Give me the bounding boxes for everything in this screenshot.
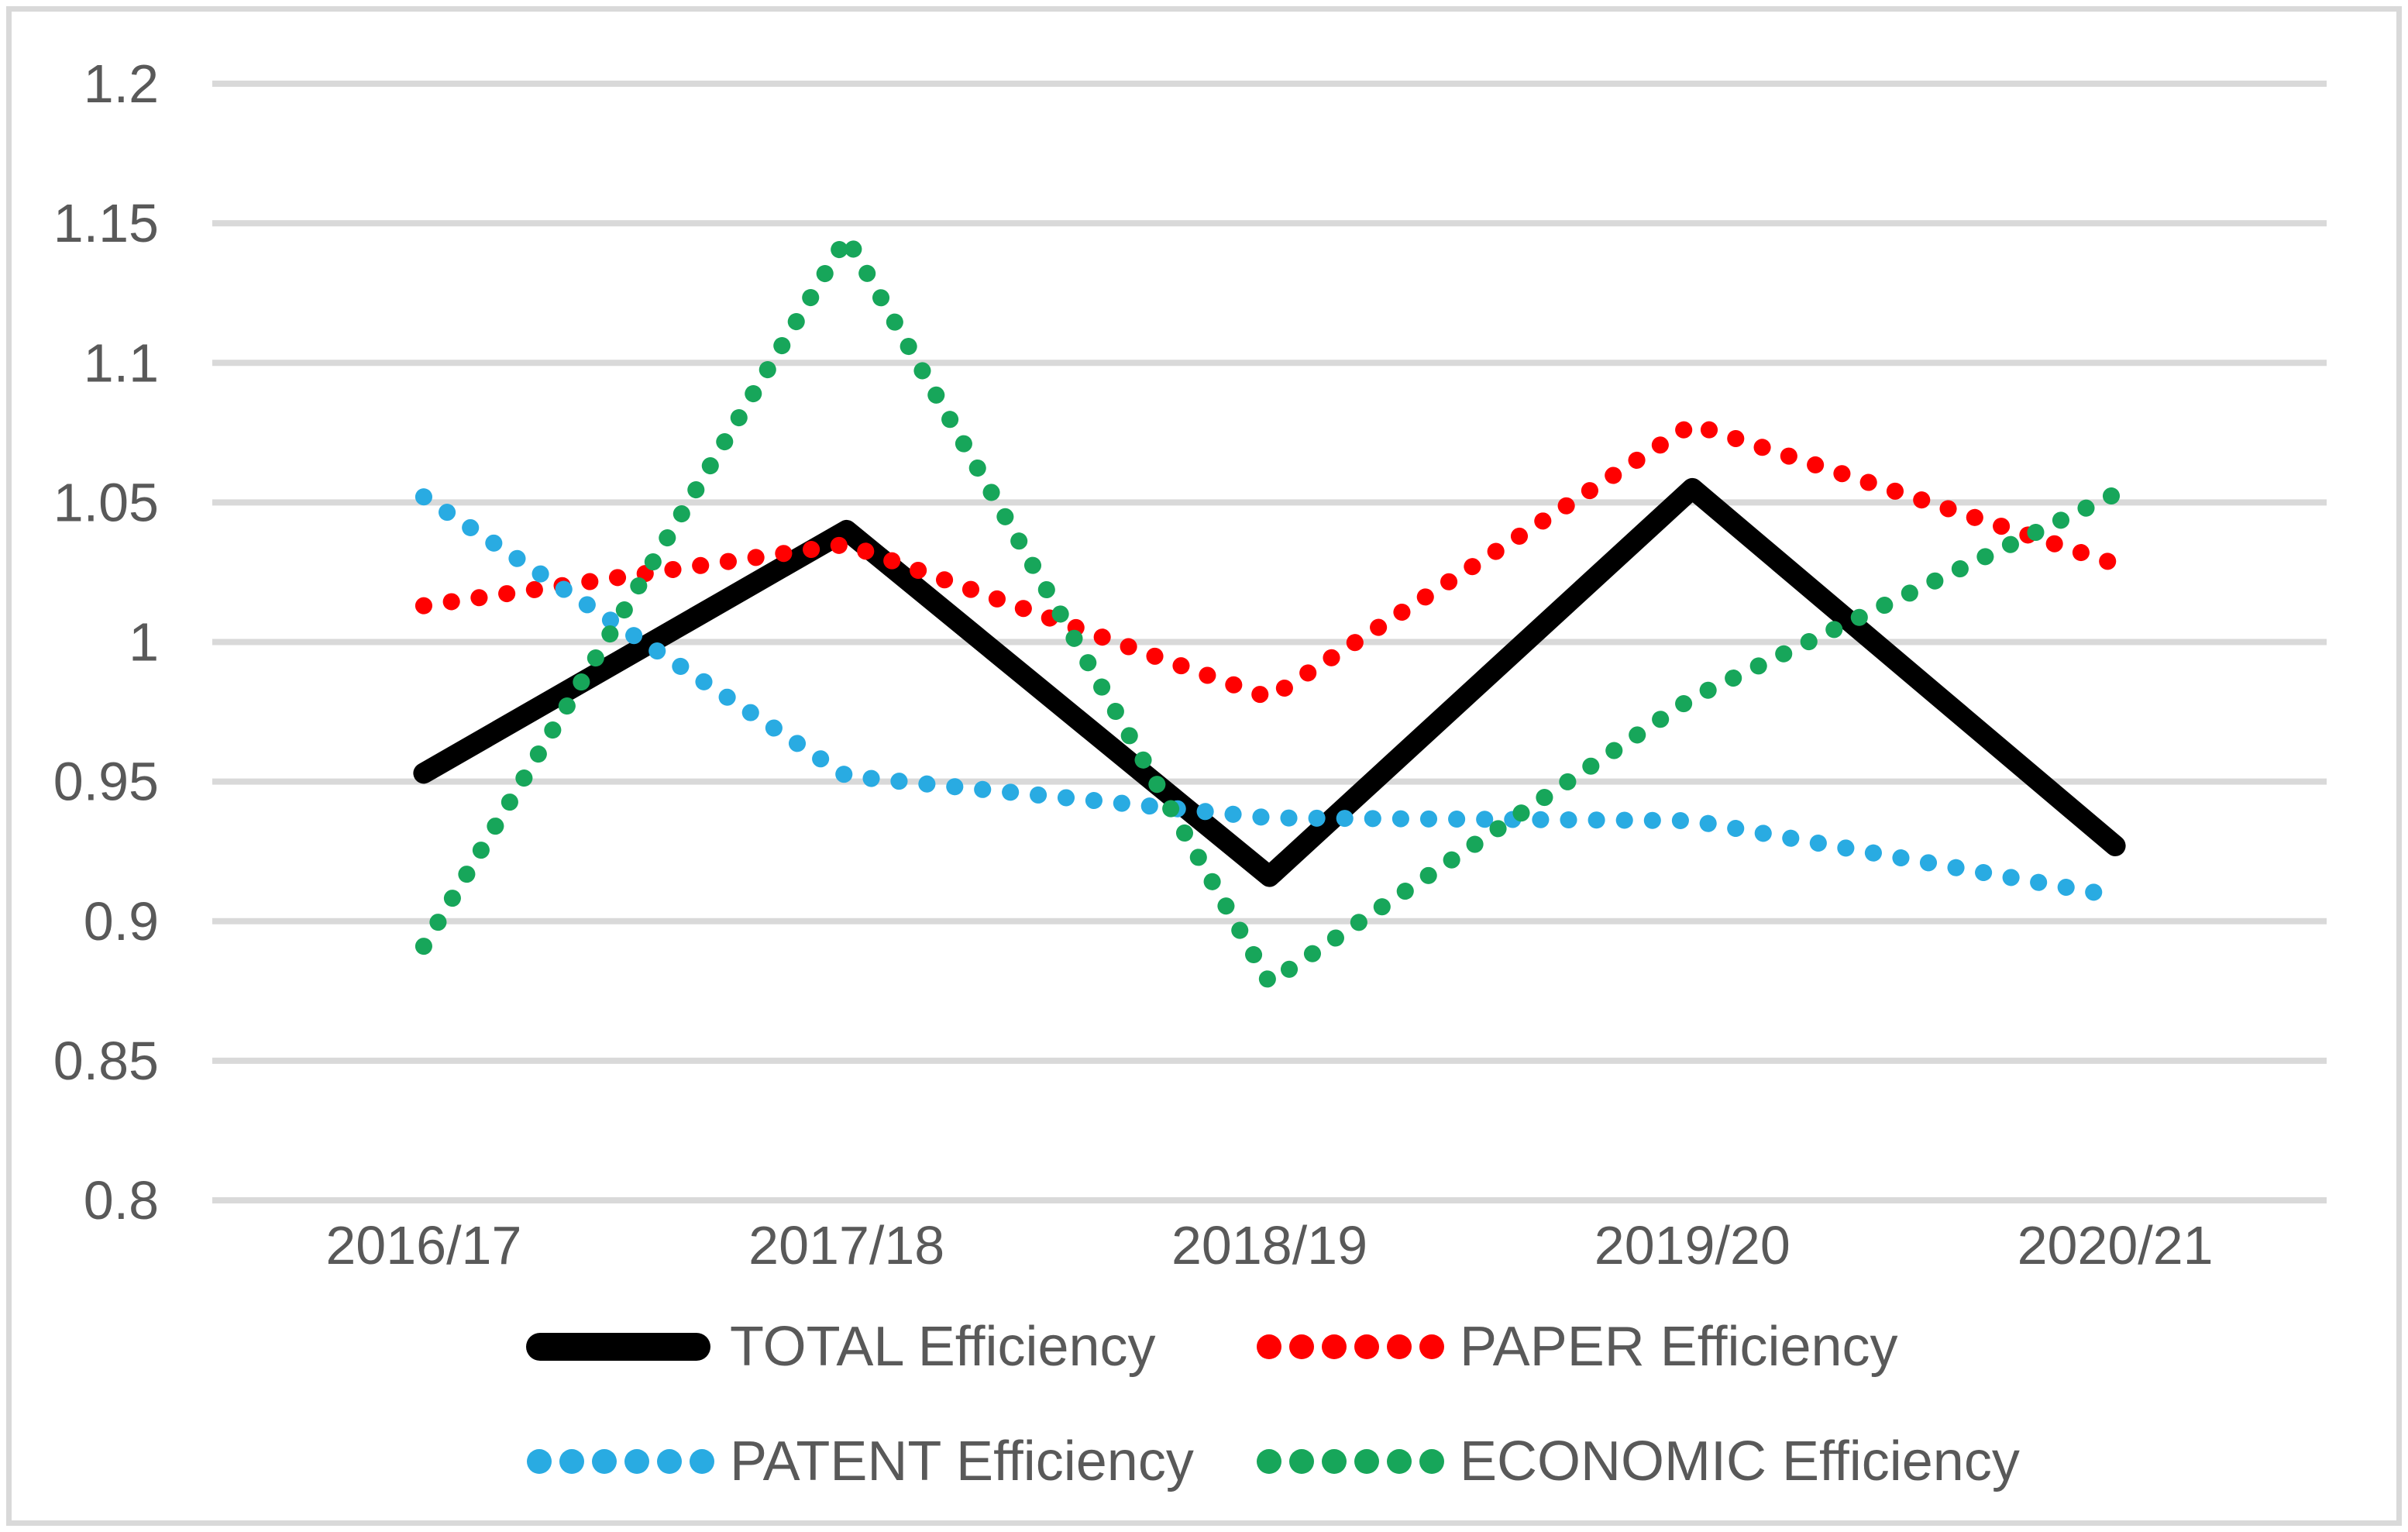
legend-marker-dot [527,1449,552,1474]
legend-label-patent-efficiency: PATENT Efficiency [730,1430,1194,1492]
legend-marker-dot [559,1449,584,1474]
y-tick-label: 1.2 [84,53,159,114]
y-tick-label: 0.85 [53,1031,159,1091]
series-line-total-efficiency [413,477,2126,887]
x-category-label: 2019/20 [1594,1215,1791,1276]
legend-marker-dot [1289,1334,1314,1359]
x-category-label: 2016/17 [325,1215,521,1276]
series-line-patent-efficiency [415,488,2124,905]
legend-marker-dot [1419,1334,1444,1359]
legend-marker-dot [1354,1449,1379,1474]
chart-border [6,6,2402,1526]
y-tick-label: 1.05 [53,472,159,532]
y-tick-label: 0.95 [53,752,159,812]
x-axis-category-labels: 2016/17 2017/18 2018/19 2019/20 2020/21 [325,1215,2213,1276]
legend-marker-dot [1387,1334,1412,1359]
gridlines [212,81,2327,1203]
legend-marker-dot [1322,1334,1347,1359]
legend-marker-dot [1387,1449,1412,1474]
legend-marker-dot [1257,1449,1281,1474]
legend-marker-dot [690,1449,714,1474]
legend-label-paper-efficiency: PAPER Efficiency [1460,1316,1898,1378]
y-tick-label: 1.1 [84,332,159,393]
y-tick-label: 0.8 [84,1170,159,1231]
y-axis-tick-labels: 1.2 1.15 1.1 1.05 1 0.95 0.9 0.85 0.8 [53,53,159,1231]
series-line-economic-efficiency [415,229,2124,992]
legend: TOTAL Efficiency PAPER Efficiency PATENT E… [526,1316,2020,1492]
legend-marker-dot [657,1449,682,1474]
legend-marker-dot [1289,1449,1314,1474]
legend-marker-dot [592,1449,617,1474]
legend-marker-dot [624,1449,649,1474]
data-series [413,229,2126,992]
series-line-paper-efficiency [415,415,2124,707]
x-category-label: 2020/21 [2018,1215,2214,1276]
x-category-label: 2017/18 [748,1215,944,1276]
legend-marker-dot [1419,1449,1444,1474]
y-tick-label: 1 [129,612,159,673]
legend-label-total-efficiency: TOTAL Efficiency [730,1316,1156,1378]
x-category-label: 2018/19 [1171,1215,1367,1276]
legend-marker-dot [1354,1334,1379,1359]
legend-marker-dot [1257,1334,1281,1359]
legend-marker-dot [1322,1449,1347,1474]
legend-label-economic-efficiency: ECONOMIC Efficiency [1460,1430,2020,1492]
y-tick-label: 0.9 [84,891,159,952]
y-tick-label: 1.15 [53,193,159,253]
